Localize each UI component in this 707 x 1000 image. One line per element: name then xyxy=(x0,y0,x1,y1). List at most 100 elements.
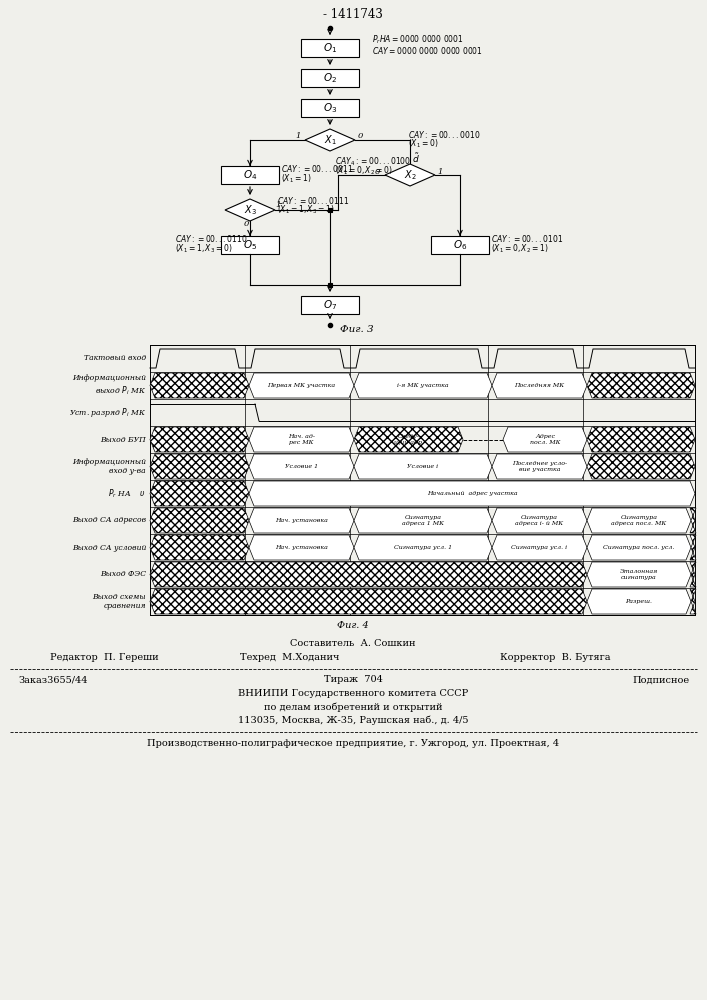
Text: 1: 1 xyxy=(438,168,443,176)
Text: $\tilde{d}$: $\tilde{d}$ xyxy=(412,151,420,165)
Polygon shape xyxy=(690,535,696,560)
Polygon shape xyxy=(587,427,695,452)
Polygon shape xyxy=(249,535,354,560)
Polygon shape xyxy=(150,454,249,479)
FancyBboxPatch shape xyxy=(301,39,359,57)
Text: 0: 0 xyxy=(374,168,380,176)
Text: $CAY:=00...0111$: $CAY:=00...0111$ xyxy=(277,194,349,206)
FancyBboxPatch shape xyxy=(221,166,279,184)
Text: $O_4$: $O_4$ xyxy=(243,168,257,182)
Text: i-я МК участка: i-я МК участка xyxy=(397,383,449,388)
Text: Сигнатура усл. i: Сигнатура усл. i xyxy=(511,545,568,550)
Text: $(X_1=1, X_3=0)$: $(X_1=1, X_3=0)$ xyxy=(175,243,233,255)
Text: Сигнатура
адреса i- й МК: Сигнатура адреса i- й МК xyxy=(515,515,563,526)
Polygon shape xyxy=(249,508,354,533)
Text: $X_1$: $X_1$ xyxy=(324,133,337,147)
Text: $(X_1=1, X_3=1)$: $(X_1=1, X_3=1)$ xyxy=(277,204,334,216)
Text: Составитель  А. Сошкин: Составитель А. Сошкин xyxy=(291,639,416,648)
Text: 0: 0 xyxy=(243,220,249,228)
Text: ВНИИПИ Государственного комитета СССР: ВНИИПИ Государственного комитета СССР xyxy=(238,690,468,698)
FancyBboxPatch shape xyxy=(431,236,489,254)
Polygon shape xyxy=(587,589,691,614)
Text: Последнее усло-
вие участка: Последнее усло- вие участка xyxy=(512,461,567,472)
Text: Фиг. 4: Фиг. 4 xyxy=(337,620,369,630)
Polygon shape xyxy=(492,373,587,398)
Polygon shape xyxy=(385,164,435,186)
Text: $O_7$: $O_7$ xyxy=(323,298,337,312)
Text: Условие i: Условие i xyxy=(407,464,438,469)
Text: - 1411743: - 1411743 xyxy=(323,7,383,20)
Polygon shape xyxy=(503,427,587,452)
Text: $(X_1=1)$: $(X_1=1)$ xyxy=(281,173,311,185)
Polygon shape xyxy=(354,454,492,479)
Polygon shape xyxy=(150,535,249,560)
Text: $O_1$: $O_1$ xyxy=(323,41,337,55)
Text: Начальный  адрес участка: Начальный адрес участка xyxy=(427,491,518,496)
Text: Редактор  П. Гереши: Редактор П. Гереши xyxy=(50,652,158,662)
Text: $CAY:=00...0011$: $CAY:=00...0011$ xyxy=(281,163,354,174)
Text: Сведу-
щий адр: Сведу- щий адр xyxy=(395,434,423,445)
Text: $O_5$: $O_5$ xyxy=(243,238,257,252)
Text: $CAY:=00...0110$: $CAY:=00...0110$ xyxy=(175,233,247,244)
Polygon shape xyxy=(492,454,587,479)
Text: Выход схемы
сравнения: Выход схемы сравнения xyxy=(93,593,146,610)
Polygon shape xyxy=(305,129,355,151)
Text: Нач. установка: Нач. установка xyxy=(275,545,328,550)
Polygon shape xyxy=(150,427,249,452)
Text: Корректор  В. Бутяга: Корректор В. Бутяга xyxy=(500,652,611,662)
Polygon shape xyxy=(225,199,275,221)
Text: Нач. ад-
рес МК: Нач. ад- рес МК xyxy=(288,434,315,445)
Polygon shape xyxy=(587,535,691,560)
Polygon shape xyxy=(587,508,691,533)
Text: Сигнатура усл. 1: Сигнатура усл. 1 xyxy=(394,545,452,550)
Text: $X_2$: $X_2$ xyxy=(404,168,416,182)
Polygon shape xyxy=(354,535,492,560)
Polygon shape xyxy=(690,562,696,587)
FancyBboxPatch shape xyxy=(301,296,359,314)
Polygon shape xyxy=(249,373,354,398)
Polygon shape xyxy=(150,589,587,614)
Text: Выход БУП: Выход БУП xyxy=(100,436,146,444)
Text: $(X_1=0)$: $(X_1=0)$ xyxy=(408,138,438,150)
Polygon shape xyxy=(587,562,691,587)
Text: Техред  М.Ходанич: Техред М.Ходанич xyxy=(240,652,339,662)
Polygon shape xyxy=(354,508,492,533)
Polygon shape xyxy=(587,454,695,479)
Text: Первая МК участка: Первая МК участка xyxy=(267,383,336,388)
Polygon shape xyxy=(354,427,463,452)
Text: по делам изобретений и открытий: по делам изобретений и открытий xyxy=(264,702,443,712)
Text: Тираж  704: Тираж 704 xyxy=(324,676,382,684)
Text: Последняя МК: Последняя МК xyxy=(515,383,565,388)
Text: $CAY:=00...0101$: $CAY:=00...0101$ xyxy=(491,233,563,244)
Text: Подписное: Подписное xyxy=(633,676,690,684)
Text: Информационный
выход $P_i$ МК: Информационный выход $P_i$ МК xyxy=(72,374,146,397)
FancyBboxPatch shape xyxy=(221,236,279,254)
Polygon shape xyxy=(249,427,354,452)
Text: Нач. установка: Нач. установка xyxy=(275,518,328,523)
Text: $(X_1=0, X_2=1)$: $(X_1=0, X_2=1)$ xyxy=(491,243,549,255)
Text: $O_6$: $O_6$ xyxy=(453,238,467,252)
Polygon shape xyxy=(690,589,696,614)
Polygon shape xyxy=(249,454,354,479)
Polygon shape xyxy=(690,508,696,533)
FancyBboxPatch shape xyxy=(301,69,359,87)
Polygon shape xyxy=(150,562,587,587)
Text: $P_r$ НА    $\upsilon$: $P_r$ НА $\upsilon$ xyxy=(108,487,146,500)
Text: $O_3$: $O_3$ xyxy=(323,101,337,115)
Polygon shape xyxy=(492,535,587,560)
Polygon shape xyxy=(587,373,695,398)
Polygon shape xyxy=(150,508,249,533)
Text: Адрес
посл. МК: Адрес посл. МК xyxy=(530,434,560,445)
Text: Сигнатура посл. усл.: Сигнатура посл. усл. xyxy=(603,545,674,550)
Text: Выход СА условий: Выход СА условий xyxy=(71,544,146,552)
Text: Тактовый вход: Тактовый вход xyxy=(83,355,146,362)
Text: $CAY:=00...0010$: $CAY:=00...0010$ xyxy=(408,128,481,139)
Text: Выход ФЭС: Выход ФЭС xyxy=(100,570,146,578)
Text: Производственно-полиграфическое предприятие, г. Ужгород, ул. Проектная, 4: Производственно-полиграфическое предприя… xyxy=(147,738,559,748)
Text: 1: 1 xyxy=(275,201,281,209)
Text: $CAY=0000\ 0000\ 0000\ 0001$: $CAY=0000\ 0000\ 0000\ 0001$ xyxy=(372,44,483,55)
Polygon shape xyxy=(249,481,695,506)
Text: $O_2$: $O_2$ xyxy=(323,71,337,85)
Text: $P_r HA=0000\ 0000\ 0001$: $P_r HA=0000\ 0000\ 0001$ xyxy=(372,34,464,46)
Text: Сигнатура
адреса посл. МК: Сигнатура адреса посл. МК xyxy=(612,515,667,526)
